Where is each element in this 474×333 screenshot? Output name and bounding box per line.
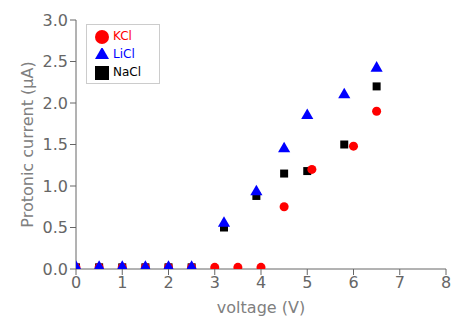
html-text:NaCl: NaCl	[113, 65, 141, 79]
svg-text:6: 6	[348, 273, 358, 292]
svg-text:0.5: 0.5	[43, 218, 68, 237]
svg-text:2: 2	[163, 273, 173, 292]
svg-text:1.5: 1.5	[43, 135, 68, 154]
svg-text:1: 1	[117, 273, 127, 292]
svg-text:5: 5	[302, 273, 312, 292]
svg-text:3: 3	[210, 273, 220, 292]
svg-text:2.5: 2.5	[43, 52, 68, 71]
svg-text:2.0: 2.0	[43, 94, 68, 113]
svg-text:0: 0	[71, 273, 81, 292]
svg-text:voltage (V): voltage (V)	[217, 298, 305, 317]
svg-text:4: 4	[256, 273, 266, 292]
svg-text:Protonic current (μA): Protonic current (μA)	[18, 61, 37, 227]
svg-text:8: 8	[441, 273, 451, 292]
svg-text:1.0: 1.0	[43, 177, 68, 196]
svg-text:0.0: 0.0	[43, 260, 68, 279]
svg-text:3.0: 3.0	[43, 11, 68, 30]
svg-text:7: 7	[395, 273, 405, 292]
html-text:KCl: KCl	[113, 29, 132, 43]
html-text:LiCl: LiCl	[113, 47, 135, 61]
